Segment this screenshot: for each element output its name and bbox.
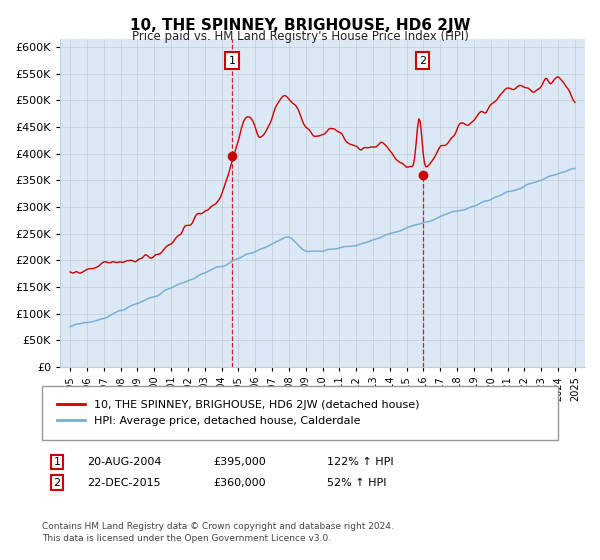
Text: £360,000: £360,000: [213, 478, 266, 488]
Text: 22-DEC-2015: 22-DEC-2015: [87, 478, 161, 488]
Text: 52% ↑ HPI: 52% ↑ HPI: [327, 478, 386, 488]
Text: 122% ↑ HPI: 122% ↑ HPI: [327, 457, 394, 467]
Text: £395,000: £395,000: [213, 457, 266, 467]
Text: Contains HM Land Registry data © Crown copyright and database right 2024.: Contains HM Land Registry data © Crown c…: [42, 522, 394, 531]
Text: This data is licensed under the Open Government Licence v3.0.: This data is licensed under the Open Gov…: [42, 534, 331, 543]
Text: 2: 2: [419, 55, 427, 66]
Text: 1: 1: [229, 55, 236, 66]
FancyBboxPatch shape: [42, 386, 558, 440]
Text: 20-AUG-2004: 20-AUG-2004: [87, 457, 161, 467]
Legend: 10, THE SPINNEY, BRIGHOUSE, HD6 2JW (detached house), HPI: Average price, detach: 10, THE SPINNEY, BRIGHOUSE, HD6 2JW (det…: [53, 396, 424, 430]
Text: Price paid vs. HM Land Registry's House Price Index (HPI): Price paid vs. HM Land Registry's House …: [131, 30, 469, 43]
Text: 1: 1: [53, 457, 61, 467]
Text: 10, THE SPINNEY, BRIGHOUSE, HD6 2JW: 10, THE SPINNEY, BRIGHOUSE, HD6 2JW: [130, 18, 470, 33]
Text: 2: 2: [53, 478, 61, 488]
